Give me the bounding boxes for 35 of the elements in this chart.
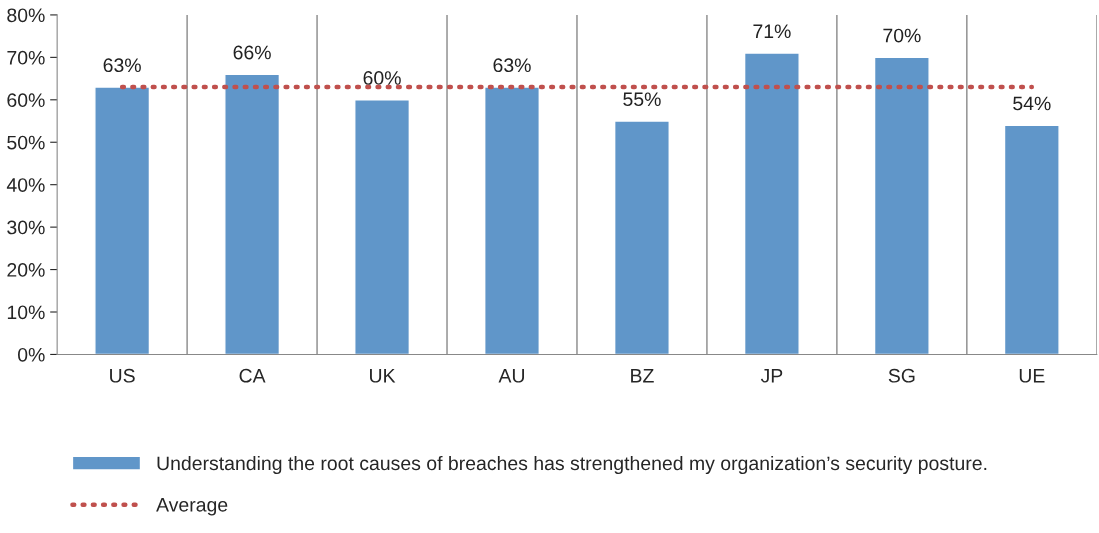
legend-label: Understanding the root causes of breaches has strengthened my organization’s security posture. (157, 455, 987, 475)
x-tick-label: BZ (631, 369, 654, 383)
data-label: 63% (103, 58, 141, 73)
legend-label: Average (156, 498, 228, 516)
y-tick-label: 0% (18, 347, 45, 362)
y-tick-label: 60% (7, 93, 45, 108)
bar (484, 86, 540, 355)
y-tick-label: 30% (7, 220, 45, 235)
y-tick-label: 20% (7, 263, 45, 277)
data-label: 55% (623, 92, 661, 107)
y-tick-label: 50% (7, 135, 45, 150)
x-tick-label: JP (760, 369, 783, 383)
x-tick-label: AU (498, 369, 524, 383)
data-label: 60% (363, 71, 401, 85)
bar (743, 52, 800, 355)
bar (613, 120, 670, 355)
x-tick-label: UE (1019, 369, 1045, 383)
bar (224, 73, 281, 355)
x-tick-label: CA (239, 368, 266, 383)
y-tick-label: 70% (7, 50, 45, 65)
y-tick-label: 10% (7, 305, 45, 320)
bar (1003, 124, 1060, 355)
data-label: 71% (753, 24, 791, 39)
data-label: 54% (1013, 96, 1051, 111)
bar (873, 56, 930, 355)
x-tick-label: SG (888, 368, 915, 383)
y-tick-label: 40% (6, 178, 45, 192)
y-tick-label: 80% (7, 8, 45, 23)
data-label: 66% (233, 45, 271, 60)
bar (354, 99, 411, 355)
x-tick-label: UK (370, 369, 396, 383)
x-tick-label: US (110, 368, 135, 383)
data-label: 70% (883, 28, 921, 43)
data-label: 63% (493, 58, 531, 73)
bar (94, 86, 151, 355)
